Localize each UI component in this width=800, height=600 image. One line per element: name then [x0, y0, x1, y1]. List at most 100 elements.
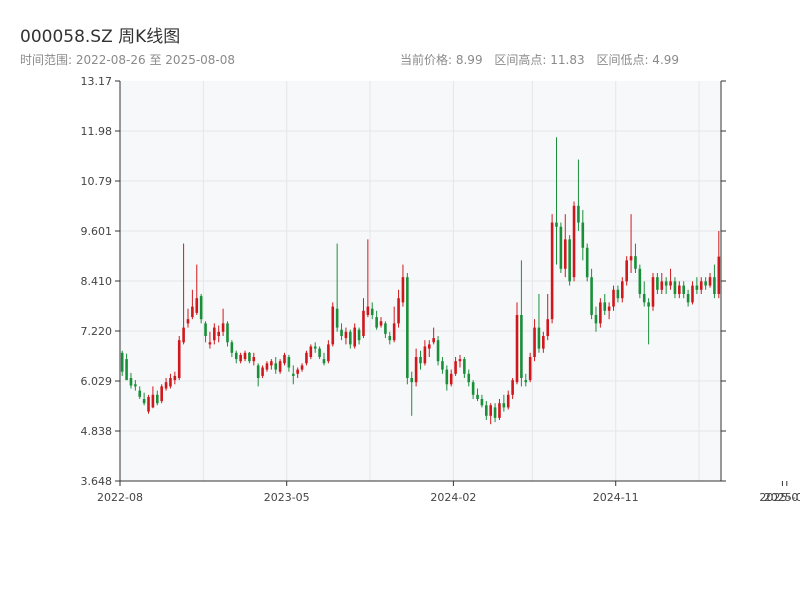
candle-body — [537, 327, 541, 349]
candle-body — [160, 386, 163, 402]
candle-body — [291, 373, 295, 376]
x-tick-label: 2025-08 — [764, 491, 800, 504]
candle-body — [502, 403, 506, 408]
candle-body — [542, 335, 545, 349]
candle-body — [432, 338, 435, 343]
candle-body — [427, 344, 431, 349]
candle-body — [252, 356, 256, 362]
candle-body — [208, 342, 212, 345]
candle-body — [410, 377, 414, 383]
price-stats: 当前价格: 8.99 区间高点: 11.83 区间低点: 4.99 — [400, 51, 687, 68]
page-title: 000058.SZ 周K线图 — [20, 27, 181, 47]
candle-body — [401, 277, 405, 303]
candle-body — [651, 277, 655, 307]
candle-body — [340, 329, 343, 336]
candle-body — [195, 298, 199, 313]
candle-body — [406, 277, 409, 378]
candle-body — [204, 323, 207, 336]
candle-body — [620, 281, 624, 299]
candle-body — [134, 384, 137, 387]
candle-body — [616, 289, 620, 299]
candle-body — [559, 226, 563, 269]
candle-body — [485, 405, 488, 416]
candle-body — [682, 285, 686, 294]
candle-body — [349, 331, 352, 345]
candle-body — [590, 277, 593, 315]
candle-body — [243, 352, 247, 360]
x-tick-label: 2024-02 — [430, 491, 476, 504]
candle-body — [581, 222, 585, 248]
candle-body — [186, 319, 190, 324]
candle-body — [572, 205, 576, 278]
candle-body — [423, 346, 427, 364]
candle-body — [265, 363, 269, 370]
date-separator: 至 — [149, 53, 162, 67]
candle-body — [388, 335, 392, 341]
candle-body — [528, 356, 532, 381]
candle-body — [498, 403, 501, 418]
candle-body — [563, 239, 567, 269]
candle-body — [125, 359, 128, 381]
candle-body — [493, 407, 497, 418]
candle-body — [287, 356, 291, 368]
range-high: 区间高点: 11.83 — [494, 53, 585, 67]
candle-body — [327, 344, 330, 362]
candle-body — [270, 361, 273, 366]
candle-body — [234, 352, 238, 360]
y-tick-label: 6.029 — [81, 375, 113, 388]
candle-body — [686, 293, 690, 303]
candle-body — [669, 281, 672, 286]
candle-body — [309, 346, 313, 357]
candle-body — [673, 281, 677, 294]
candle-body — [199, 296, 203, 320]
candle-body — [173, 375, 177, 381]
candle-body — [155, 394, 159, 404]
date-end: 2025-08-08 — [165, 53, 236, 67]
date-range-label: 时间范围: — [20, 53, 73, 67]
candle-body — [164, 382, 168, 389]
candle-body — [594, 314, 598, 324]
candle-body — [463, 359, 466, 374]
candle-body — [445, 369, 449, 385]
candle-body — [274, 363, 278, 370]
candle-body — [213, 327, 216, 341]
candle-body — [533, 327, 536, 357]
x-tick-label: 2023-05 — [264, 491, 310, 504]
candle-body — [353, 327, 356, 347]
candle-body — [296, 369, 299, 374]
current-price: 当前价格: 8.99 — [400, 53, 483, 67]
candle-body — [239, 354, 242, 362]
candle-body — [305, 352, 308, 364]
candle-body — [357, 329, 361, 341]
candle-body — [226, 323, 229, 343]
candle-body — [370, 308, 374, 315]
candle-body — [515, 314, 519, 383]
candle-body — [577, 205, 580, 223]
candle-body — [248, 352, 251, 362]
candle-body — [366, 306, 370, 315]
candle-body — [278, 361, 282, 372]
candle-body — [704, 281, 707, 286]
candle-body — [691, 285, 694, 303]
candle-body — [664, 281, 668, 286]
y-tick-label: 9.601 — [81, 225, 113, 238]
candle-body — [120, 352, 124, 372]
candle-body — [147, 396, 150, 412]
x-tick-label: 2022-08 — [97, 491, 143, 504]
candle-body — [313, 346, 317, 349]
candle-body — [441, 361, 444, 370]
candle-body — [300, 365, 304, 370]
candle-body — [607, 306, 611, 311]
date-start: 2022-08-26 — [75, 53, 146, 67]
candle-body — [603, 302, 607, 311]
y-tick-label: 4.838 — [81, 425, 113, 438]
candle-body — [283, 354, 286, 364]
candle-body — [256, 365, 260, 378]
candle-body — [261, 367, 264, 376]
candle-body — [629, 256, 633, 261]
candle-body — [642, 293, 646, 303]
y-tick-label: 13.17 — [81, 75, 113, 88]
candle-body — [638, 268, 642, 294]
candle-body — [511, 380, 514, 395]
